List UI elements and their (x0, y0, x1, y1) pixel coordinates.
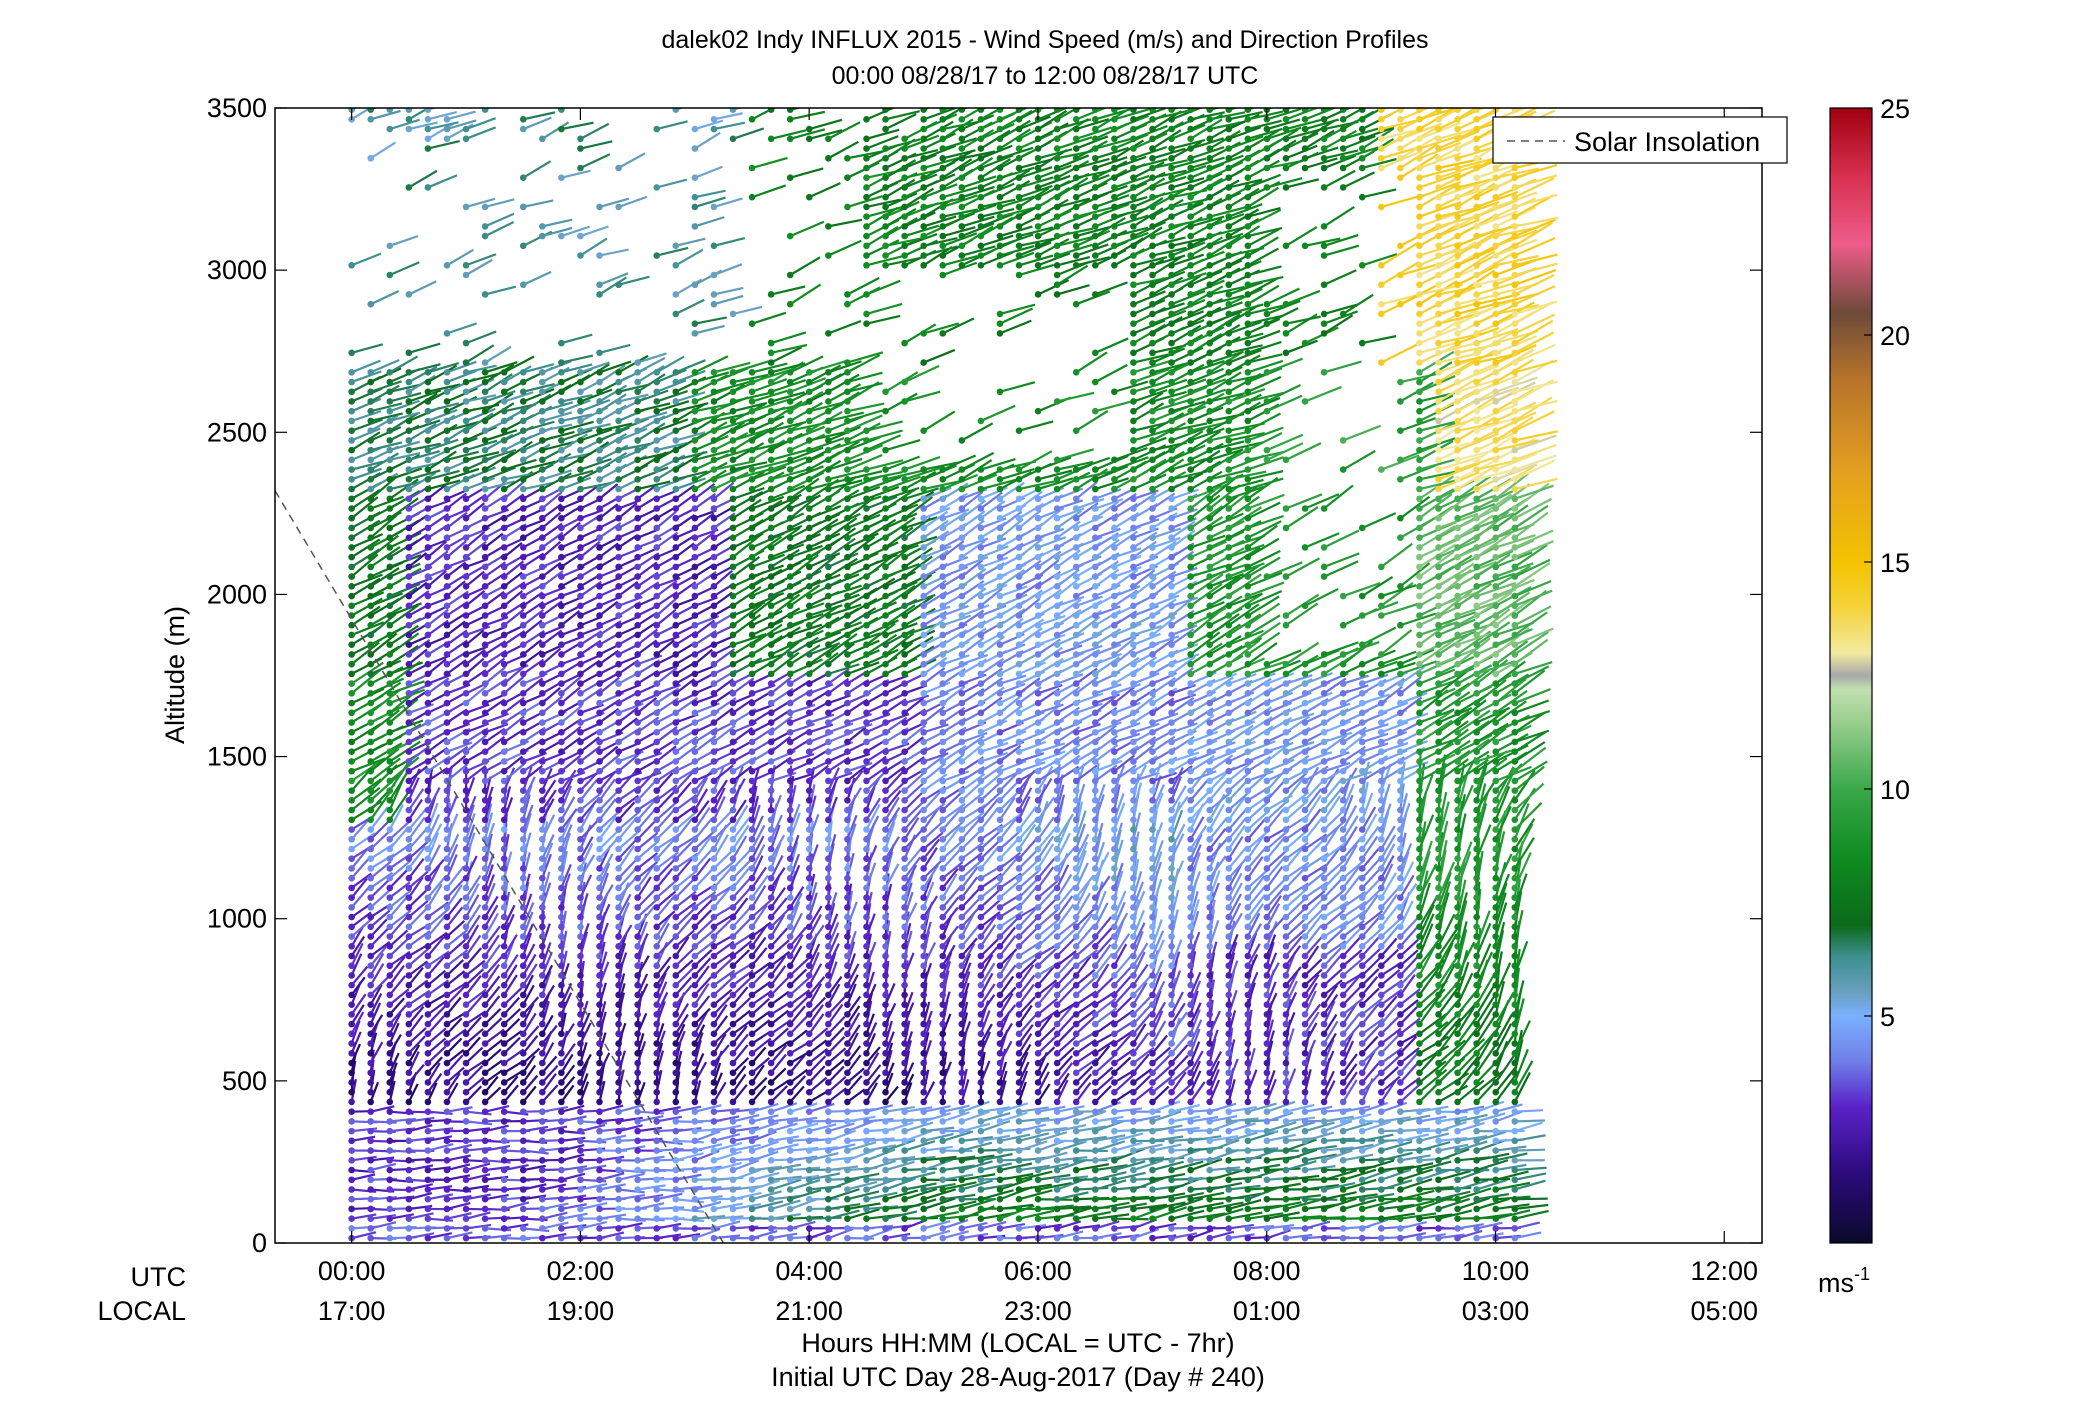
wind-barb (348, 344, 382, 356)
wind-barb (596, 386, 626, 405)
wind-barb (367, 143, 395, 162)
wind-barb (539, 412, 572, 424)
wind-barbs (348, 88, 1558, 1242)
wind-barb (348, 97, 379, 113)
wind-barb (520, 200, 553, 210)
wind-barb (539, 122, 569, 142)
wind-barb (386, 482, 421, 492)
wind-barb (406, 171, 437, 191)
wind-barb (367, 111, 400, 123)
wind-barb (406, 344, 441, 356)
wind-barb (406, 103, 437, 122)
wind-profile-chart: dalek02 Indy INFLUX 2015 - Wind Speed (m… (0, 0, 2098, 1425)
wind-barb (558, 93, 588, 113)
wind-barb (463, 345, 494, 366)
wind-barb (520, 161, 551, 181)
wind-barb (386, 236, 418, 249)
wind-barb (558, 356, 593, 366)
wind-barb (596, 345, 630, 356)
wind-barb (539, 220, 572, 230)
wind-barb (577, 124, 609, 142)
chart-subtitle: 00:00 08/28/17 to 12:00 08/28/17 UTC (832, 62, 1259, 90)
wind-barb (367, 360, 399, 376)
wind-barb (367, 386, 399, 405)
wind-barb (615, 197, 647, 210)
wind-barb (444, 323, 477, 336)
wind-barb (425, 175, 457, 190)
wind-barb (386, 442, 419, 454)
wind-barb (425, 102, 457, 113)
wind-barb (386, 262, 419, 278)
wind-barb (558, 227, 590, 240)
wind-barb (615, 153, 645, 171)
wind-barb (463, 332, 496, 347)
wind-barb (615, 277, 649, 288)
wind-barb (577, 154, 610, 171)
wind-barb (558, 171, 590, 181)
wind-barb (520, 272, 551, 288)
wind-barb (482, 214, 514, 230)
wind-barb (406, 281, 437, 297)
wind-barb (482, 287, 516, 298)
wind-barb (367, 453, 398, 473)
wind-barb (367, 97, 400, 113)
wind-barb (386, 120, 419, 133)
wind-barb (558, 335, 592, 347)
wind-barb (577, 141, 612, 152)
wind-barb (482, 96, 514, 113)
wind-barb (406, 96, 437, 113)
chart-title: dalek02 Indy INFLUX 2015 - Wind Speed (m… (661, 26, 1428, 54)
wind-barb (425, 141, 460, 152)
wind-barb (558, 123, 593, 133)
wind-barb (596, 250, 628, 259)
wind-barb (367, 291, 398, 307)
wind-barb (444, 940, 466, 959)
wind-barb (367, 512, 401, 531)
wind-barb (348, 254, 381, 269)
